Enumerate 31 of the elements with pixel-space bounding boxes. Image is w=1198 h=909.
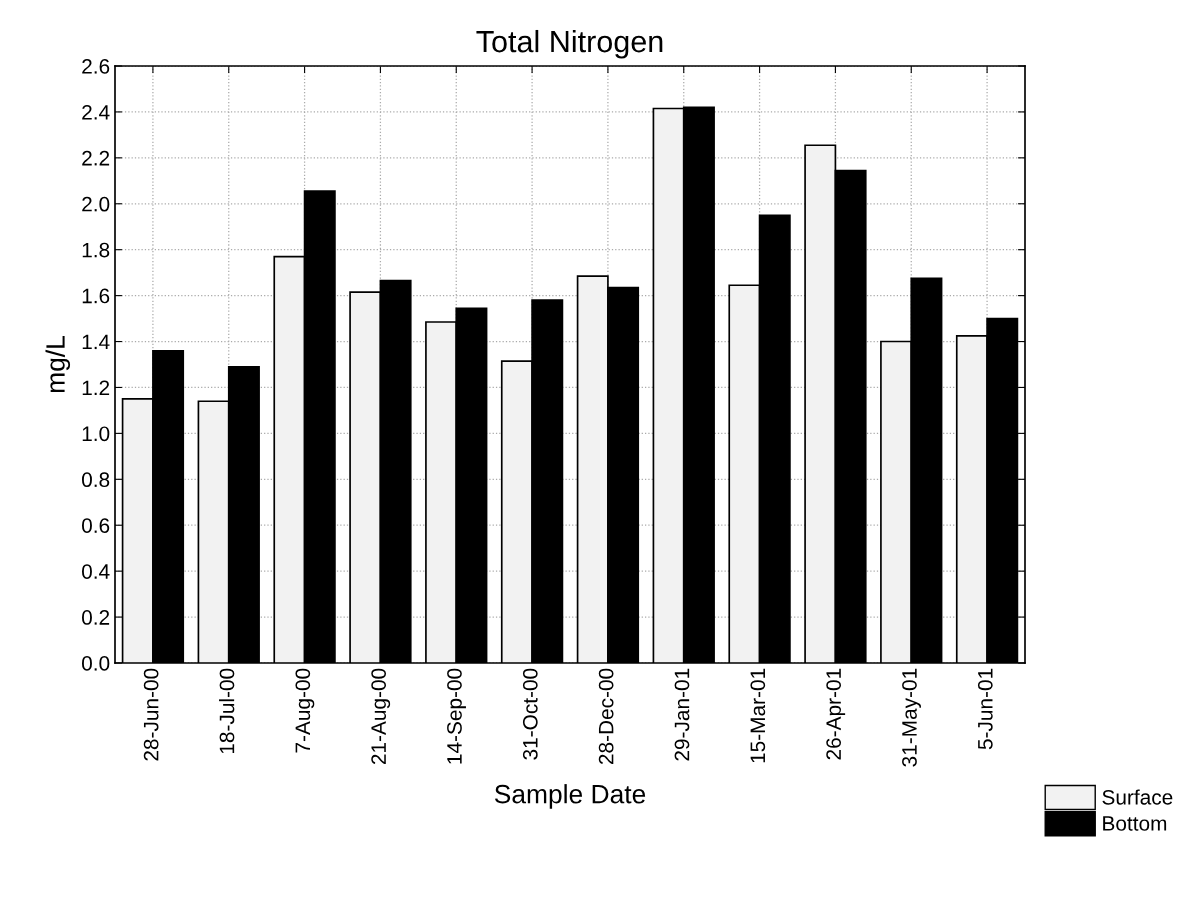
y-tick-label: 1.8 — [82, 242, 110, 258]
y-tick-label: 0.8 — [81, 472, 110, 488]
x-tick-label: 7-Aug-00 — [295, 668, 315, 753]
x-tick-label: 28-Dec-00 — [598, 668, 614, 765]
x-tick-label: 28-Jun-00 — [143, 668, 159, 761]
y-tick-label: 0.2 — [81, 610, 110, 625]
y-tick-label: 0.6 — [81, 518, 110, 533]
x-tick-label: 31-May-01 — [902, 668, 921, 767]
y-tick-label: 1.2 — [82, 380, 110, 396]
x-tick-label: 15-Mar-01 — [750, 668, 766, 763]
y-tick-label: 1.4 — [82, 334, 110, 350]
x-tick-label: 14-Sep-00 — [447, 668, 466, 764]
x-tick-label: 21-Aug-00 — [371, 668, 391, 765]
y-tick-label: 2.0 — [82, 196, 110, 212]
y-tick-label: 1.6 — [82, 288, 110, 304]
y-tick-label: 2.4 — [82, 104, 110, 120]
x-tick-label: 5-Jun-01 — [977, 668, 993, 750]
y-tick-label: 0.4 — [81, 564, 110, 579]
y-tick-label: 2.6 — [82, 59, 110, 74]
x-tick-label: 26-Apr-01 — [826, 668, 846, 760]
x-tick-label: 29-Jan-01 — [674, 668, 690, 761]
legend-label: Bottom — [1103, 816, 1167, 831]
y-tick-label: 1.0 — [82, 426, 110, 442]
legend-label: Surface — [1102, 789, 1173, 805]
y-tick-label: 2.2 — [82, 150, 110, 166]
x-axis-title: Sample Date — [494, 784, 646, 809]
chart-title: Total Nitrogen — [476, 29, 663, 59]
x-tick-label: 31-Oct-00 — [522, 668, 538, 760]
y-tick-label: 0.0 — [81, 656, 110, 671]
y-axis-title: mg/L — [45, 336, 71, 393]
x-tick-label: 18-Jul-00 — [219, 668, 235, 754]
